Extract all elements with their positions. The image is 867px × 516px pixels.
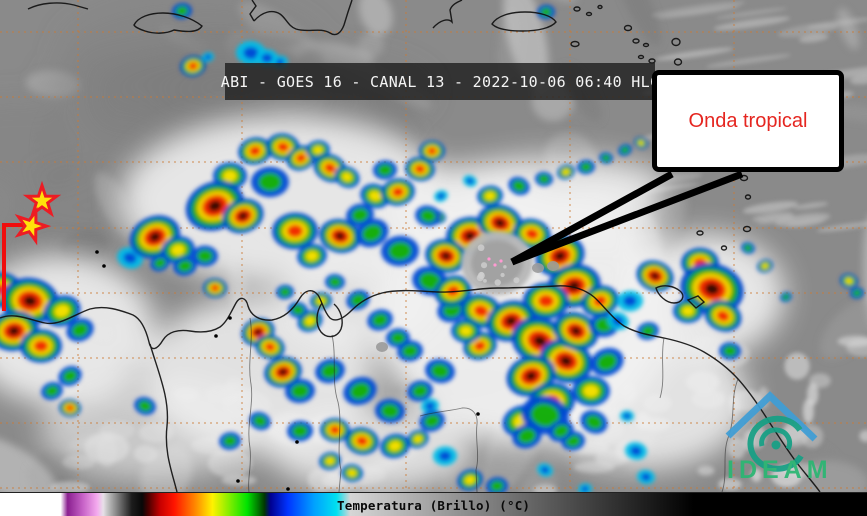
image-title-text: ABI - GOES 16 - CANAL 13 - 2022-10-06 06… [220, 72, 660, 91]
mountain-roof-icon [725, 391, 818, 442]
temperature-colorbar: Temperatura (Brillo) (°C) [0, 492, 867, 516]
ideam-logo: IDEAM [718, 388, 830, 484]
ideam-logo-text: IDEAM [727, 456, 830, 482]
marker-star-2 [14, 206, 52, 246]
colorbar-label: Temperatura (Brillo) (°C) [337, 497, 531, 513]
hurricane-swirl-icon [747, 415, 804, 472]
callout-pointer-lines [510, 170, 744, 266]
marker-star-1 [22, 180, 62, 218]
annotation-callout-text: Onda tropical [688, 109, 808, 132]
ideam-logo-graphic: IDEAM [725, 391, 830, 484]
image-title-bar: ABI - GOES 16 - CANAL 13 - 2022-10-06 06… [221, 63, 659, 100]
annotation-callout: Onda tropical [652, 70, 844, 172]
